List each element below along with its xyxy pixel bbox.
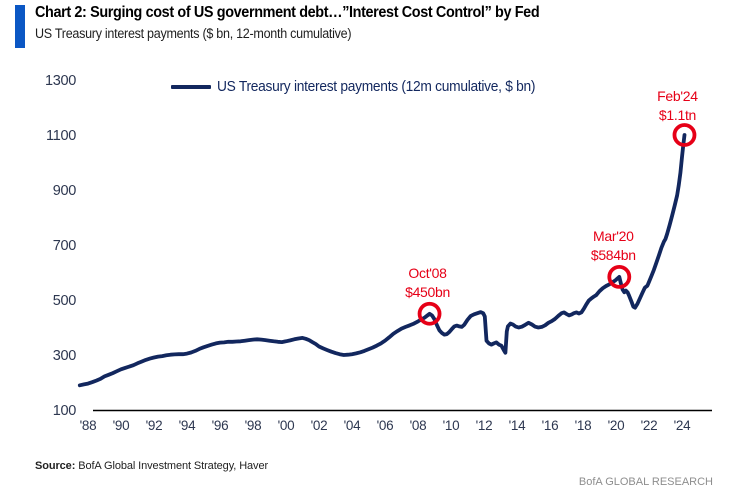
annotation-circle xyxy=(417,301,442,326)
y-tick-label: 1300 xyxy=(45,73,76,89)
x-tick-label: '04 xyxy=(344,418,361,433)
x-tick-label: '94 xyxy=(179,418,196,433)
branding-text: BofA GLOBAL RESEARCH xyxy=(578,476,713,488)
y-tick-label: 100 xyxy=(53,403,77,419)
annotation-circle xyxy=(607,264,632,289)
annotation-date-line: Oct'08 xyxy=(408,265,447,281)
legend-line-swatch xyxy=(171,85,211,89)
annotation-value-line: $1.1tn xyxy=(659,107,696,123)
annotation-date-line: Feb'24 xyxy=(657,88,698,104)
x-tick-label: '96 xyxy=(212,418,229,433)
x-tick-label: '90 xyxy=(113,418,130,433)
annotation-label: Feb'24 $1.1tn xyxy=(657,88,698,123)
x-tick-label: '02 xyxy=(311,418,328,433)
x-tick-label: '08 xyxy=(410,418,427,433)
treasury-interest-series-line xyxy=(77,133,687,388)
y-tick-label: 1100 xyxy=(46,128,76,144)
source-text: BofA Global Investment Strategy, Haver xyxy=(75,460,269,472)
x-axis-tick-labels: '88 '90 '92 '94 '96 '98 '00 '02 '04 '06 '08 '10 '12 '… xyxy=(80,418,692,433)
annotation-date-line: Mar'20 xyxy=(593,228,634,244)
x-tick-label: '10 xyxy=(443,418,460,433)
y-tick-label: 300 xyxy=(53,348,77,364)
x-tick-label: '12 xyxy=(476,418,493,433)
x-tick-label: '24 xyxy=(674,418,691,433)
x-tick-label: '92 xyxy=(146,418,163,433)
source-note: Source: BofA Global Investment Strategy,… xyxy=(35,460,268,472)
y-tick-label: 900 xyxy=(53,183,77,199)
annotation-circle xyxy=(672,123,697,147)
legend-label: US Treasury interest payments (12m cumul… xyxy=(217,79,536,95)
annotation-value-line: $584bn xyxy=(591,247,636,263)
x-tick-label: '22 xyxy=(641,418,658,433)
annotation-label: Oct'08 $450bn xyxy=(405,265,450,300)
annotation-label: Mar'20 $584bn xyxy=(591,228,636,263)
x-tick-label: '20 xyxy=(608,418,625,433)
x-tick-label: '98 xyxy=(245,418,262,433)
x-tick-label: '14 xyxy=(509,418,526,433)
y-tick-label: 500 xyxy=(53,293,77,309)
chart-subtitle: US Treasury interest payments ($ bn, 12-… xyxy=(35,26,352,41)
x-tick-label: '88 xyxy=(80,418,97,433)
annotation-value-line: $450bn xyxy=(405,284,450,300)
source-label: Source: xyxy=(35,460,76,472)
x-tick-label: '18 xyxy=(575,418,592,433)
annotations: Oct'08 $450bn Mar'20 $584bn Feb'24 $1.1tn xyxy=(405,88,699,326)
y-tick-label: 700 xyxy=(53,238,77,254)
x-tick-label: '06 xyxy=(377,418,394,433)
chart-title: Chart 2: Surging cost of US government d… xyxy=(35,4,540,21)
title-accent-bar xyxy=(15,5,25,48)
x-tick-label: '16 xyxy=(542,418,559,433)
legend: US Treasury interest payments (12m cumul… xyxy=(171,79,552,95)
x-tick-label: '00 xyxy=(278,418,295,433)
y-axis-tick-labels: 1300 1100 900 700 500 300 100 xyxy=(45,73,77,419)
